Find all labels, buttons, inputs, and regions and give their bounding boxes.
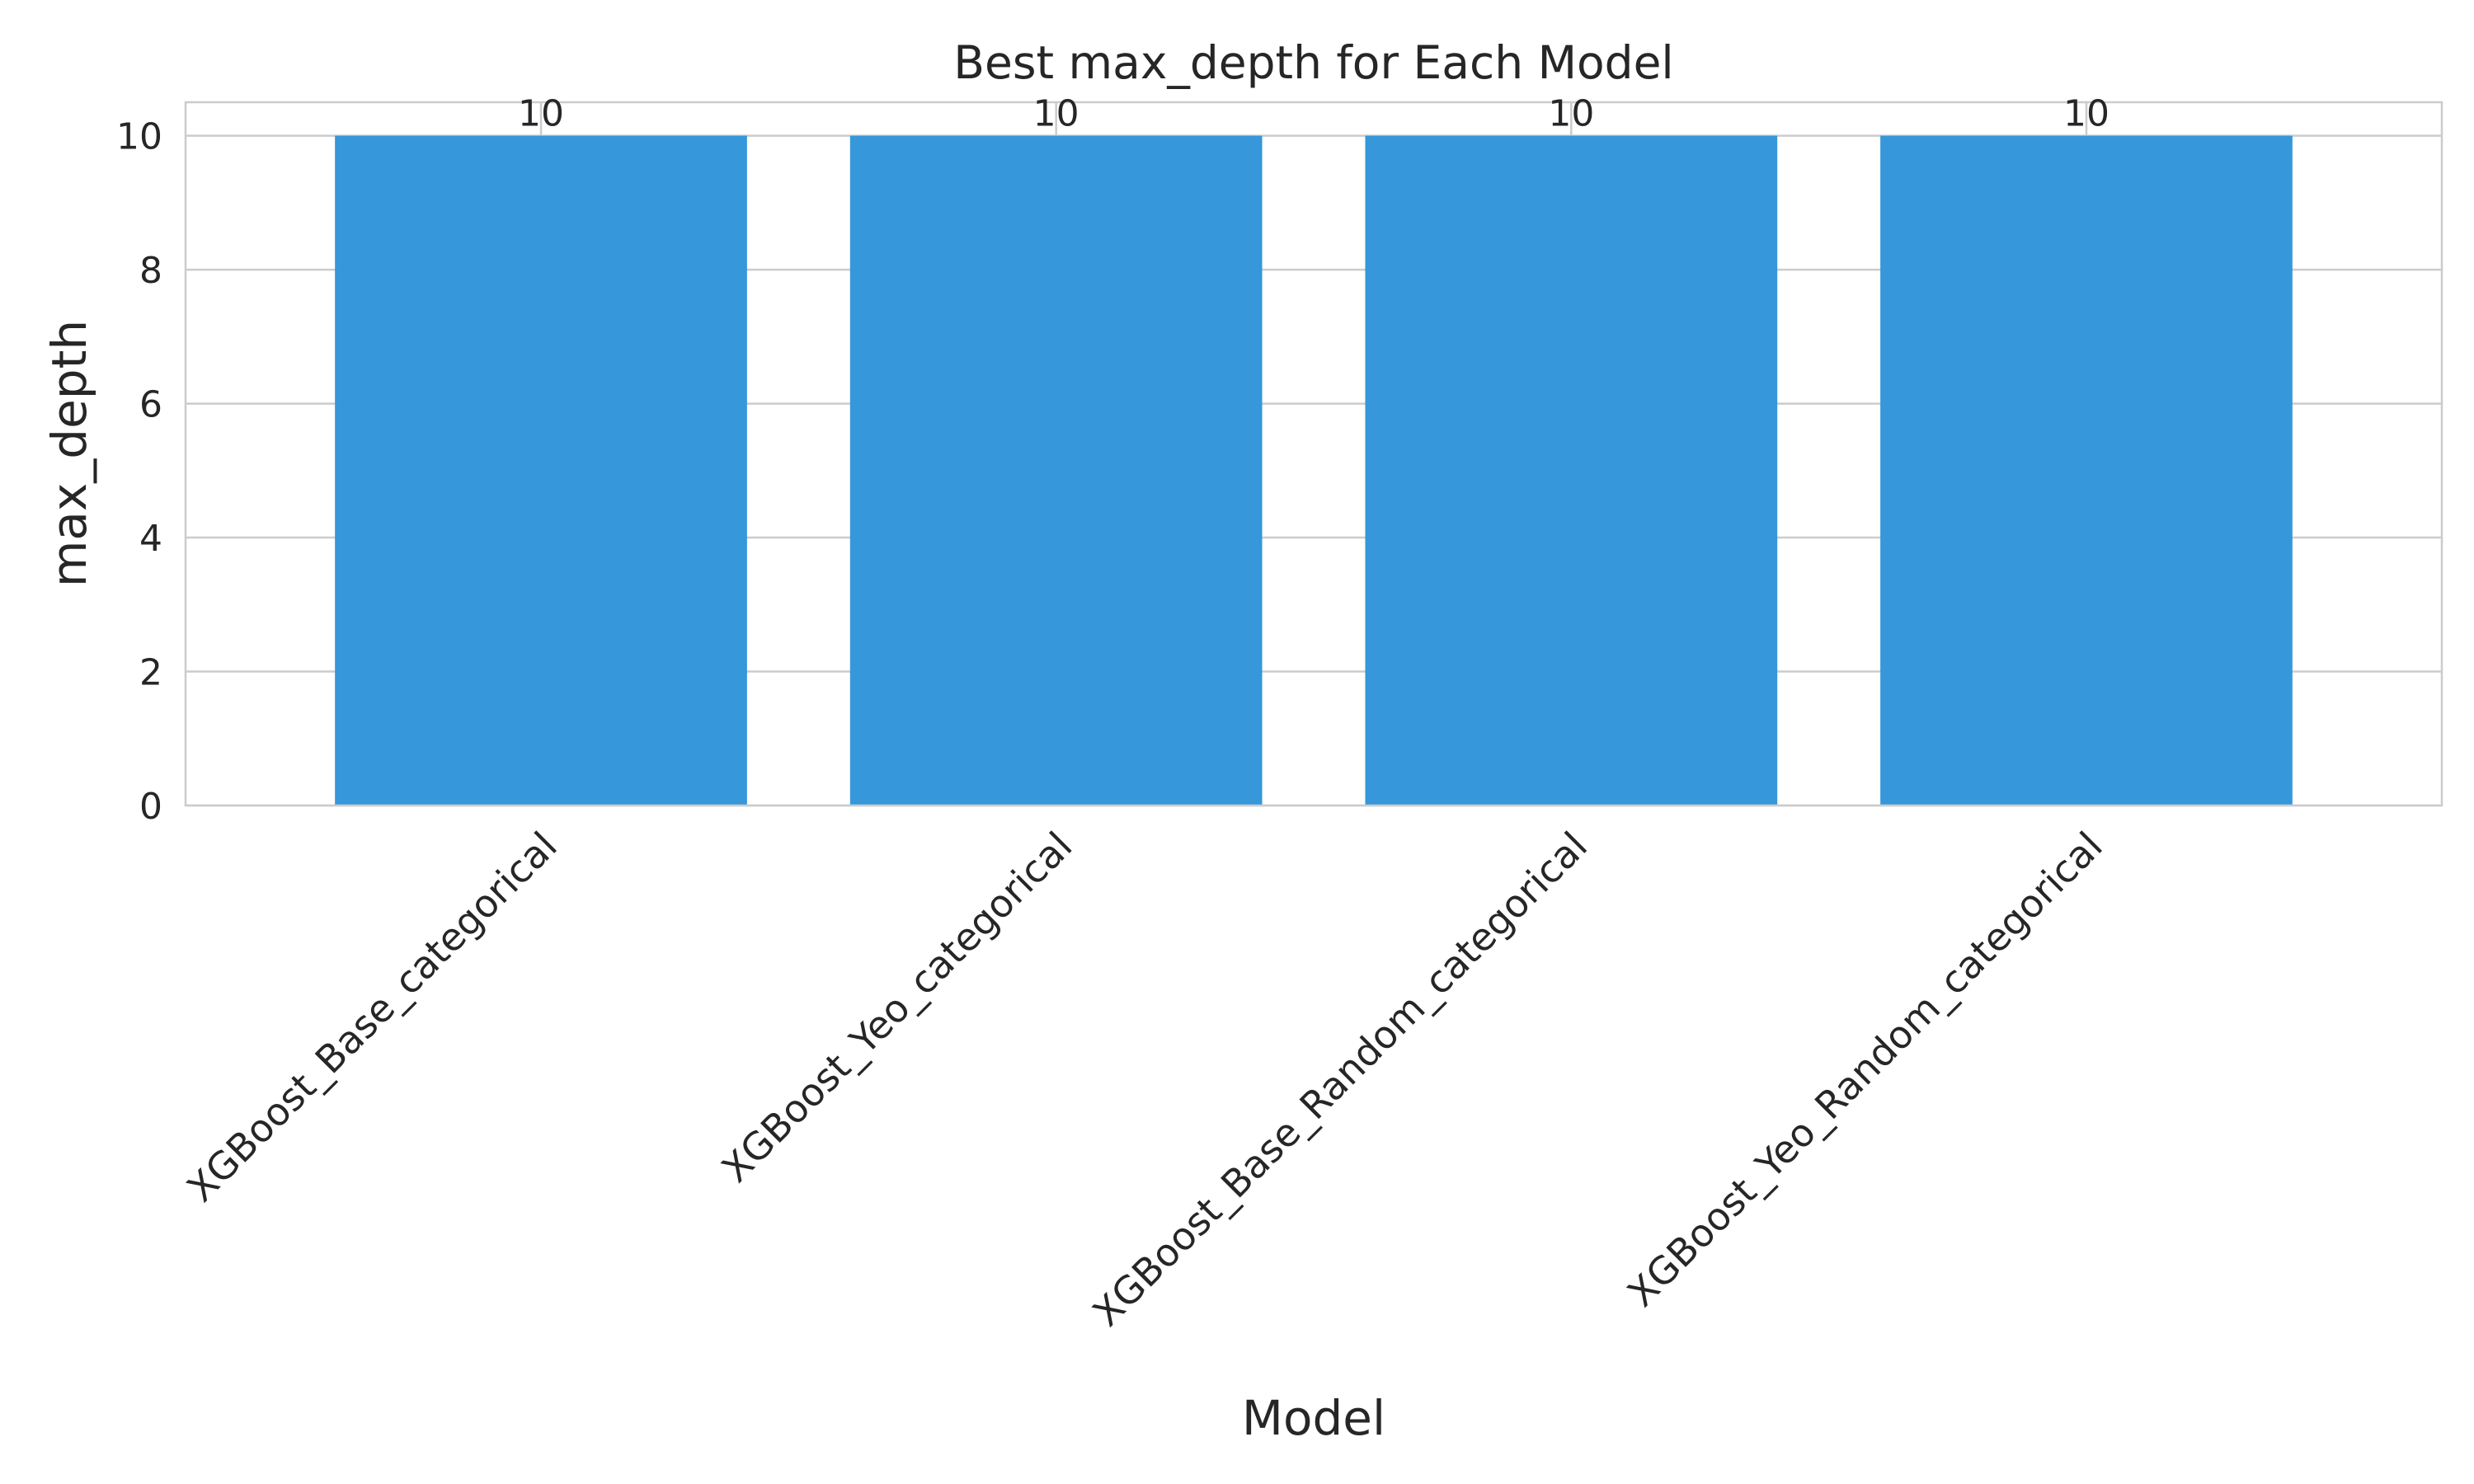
bar-value-label: 10 — [518, 93, 564, 135]
bar-value-label: 10 — [2063, 93, 2109, 135]
bar — [335, 135, 747, 806]
x-tick-label: XGBoost_Base_categorical — [178, 824, 566, 1211]
x-tick-label: XGBoost_Base_Random_categorical — [1084, 824, 1597, 1336]
y-axis-label: max_depth — [41, 320, 97, 587]
y-tick-label: 4 — [139, 518, 162, 560]
bar — [1365, 135, 1778, 806]
x-axis-label: Model — [1242, 1390, 1385, 1446]
plot-frame — [184, 101, 2443, 807]
y-tick-label: 8 — [139, 250, 162, 292]
bars-layer — [335, 135, 2293, 806]
y-tick-label: 2 — [139, 652, 162, 694]
y-tick-label: 10 — [116, 116, 162, 158]
y-tick-label: 6 — [139, 384, 162, 426]
x-tick-label: XGBoost_Yeo_categorical — [713, 824, 1081, 1191]
chart-title: Best max_depth for Each Model — [953, 36, 1673, 89]
y-tick-label: 0 — [139, 786, 162, 828]
x-tick-label: XGBoost_Yeo_Random_categorical — [1619, 824, 2111, 1316]
bar — [1880, 135, 2293, 806]
bar-value-label: 10 — [1548, 93, 1594, 135]
bar-value-label: 10 — [1033, 93, 1079, 135]
bar — [849, 135, 1263, 806]
